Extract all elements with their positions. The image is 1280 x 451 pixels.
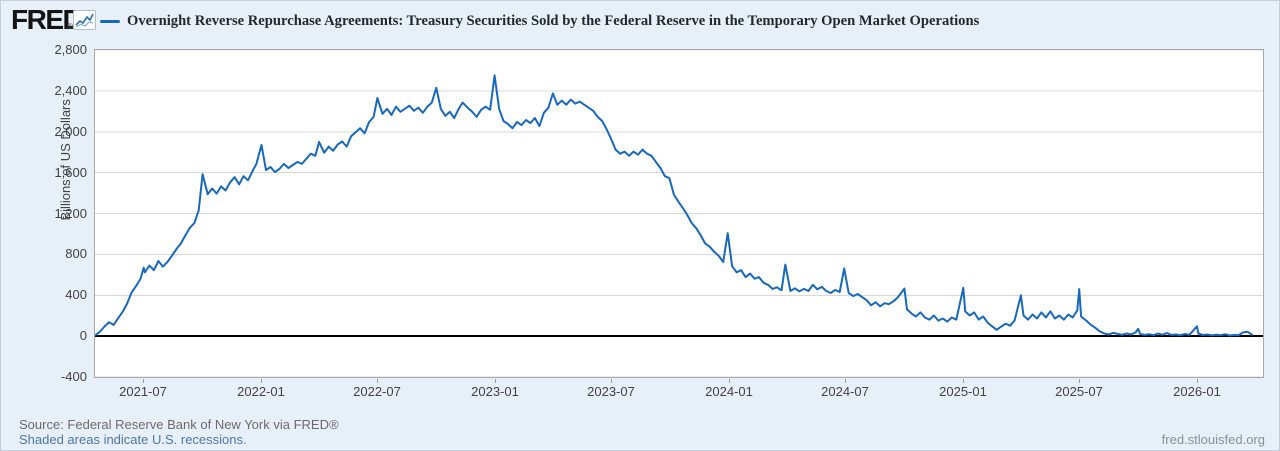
x-tick-mark xyxy=(377,379,378,383)
x-tick-mark xyxy=(495,379,496,383)
x-tick-mark xyxy=(729,379,730,383)
y-tick-label: 1,600 xyxy=(54,164,87,180)
series-line xyxy=(95,74,1254,337)
source-text: Source: Federal Reserve Bank of New York… xyxy=(19,417,339,432)
x-tick-label: 2021-07 xyxy=(119,384,167,399)
x-tick-mark xyxy=(143,379,144,383)
x-tick-label: 2023-07 xyxy=(587,384,635,399)
fred-site-link[interactable]: fred.stlouisfed.org xyxy=(1161,432,1265,447)
x-tick-mark xyxy=(1197,379,1198,383)
x-tick-label: 2024-07 xyxy=(821,384,869,399)
x-tick-mark xyxy=(261,379,262,383)
plot-area[interactable] xyxy=(94,49,1264,378)
sparkline-chart-icon xyxy=(73,10,96,30)
x-tick-mark xyxy=(611,379,612,383)
x-tick-label: 2022-01 xyxy=(237,384,285,399)
y-tick-label: 2,400 xyxy=(54,82,87,98)
registered-trademark: ® xyxy=(67,22,73,31)
y-tick-label: 2,000 xyxy=(54,123,87,139)
x-tick-mark xyxy=(845,379,846,383)
x-tick-label: 2025-01 xyxy=(939,384,987,399)
legend-line-sample xyxy=(100,20,120,23)
y-tick-label: -400 xyxy=(60,369,87,384)
x-tick-mark xyxy=(963,379,964,383)
y-tick-label: 400 xyxy=(65,287,87,303)
chart-svg xyxy=(95,50,1263,377)
fred-logo[interactable]: FRED xyxy=(11,4,83,35)
recession-note: Shaded areas indicate U.S. recessions. xyxy=(19,432,247,447)
series-title[interactable]: Overnight Reverse Repurchase Agreements:… xyxy=(127,13,980,29)
x-tick-label: 2023-01 xyxy=(471,384,519,399)
y-tick-label: 800 xyxy=(65,246,87,262)
y-tick-label: 2,800 xyxy=(54,42,87,57)
y-tick-label: 1,200 xyxy=(54,205,87,221)
y-tick-label: 0 xyxy=(79,328,87,344)
y-axis-title: Billions of US Dollars xyxy=(58,99,74,221)
x-tick-mark xyxy=(1079,379,1080,383)
x-tick-label: 2024-01 xyxy=(705,384,753,399)
x-tick-label: 2025-07 xyxy=(1055,384,1103,399)
x-tick-label: 2026-01 xyxy=(1173,384,1221,399)
x-tick-label: 2022-07 xyxy=(353,384,401,399)
